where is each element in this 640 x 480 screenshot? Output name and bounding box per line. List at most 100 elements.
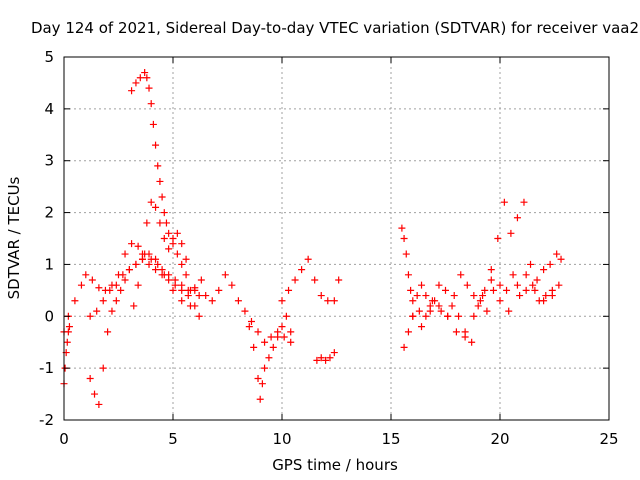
data-point	[261, 338, 269, 346]
data-point	[500, 198, 508, 206]
data-point	[533, 276, 541, 284]
series-g	[202, 271, 295, 346]
data-point	[162, 219, 170, 227]
data-point	[282, 312, 290, 320]
data-point	[548, 292, 556, 300]
data-point	[63, 338, 71, 346]
data-point	[265, 354, 273, 362]
series-m	[409, 271, 556, 341]
data-point	[65, 323, 73, 331]
data-point	[313, 356, 321, 364]
data-point	[330, 349, 338, 357]
data-point	[287, 328, 295, 336]
data-point	[298, 266, 306, 274]
data-point	[186, 286, 194, 294]
data-point	[278, 297, 286, 305]
x-tick-label: 15	[381, 430, 400, 448]
x-tick-label: 5	[168, 430, 178, 448]
data-point	[322, 356, 330, 364]
y-tick-label: 3	[44, 152, 54, 170]
x-axis-label: GPS time / hours	[272, 456, 398, 474]
series-f	[130, 198, 190, 310]
data-point	[130, 302, 138, 310]
data-point	[241, 307, 249, 315]
x-tick-label: 25	[599, 430, 618, 448]
data-point	[450, 292, 458, 300]
data-point	[261, 364, 269, 372]
data-point	[145, 84, 153, 92]
series-i	[278, 255, 343, 305]
data-point	[132, 79, 140, 87]
data-point	[463, 281, 471, 289]
data-point	[418, 323, 426, 331]
data-point	[173, 229, 181, 237]
axis-ticks: 0 5 10 15 20 25 -2 -1 0 1 2 3 4 5	[39, 48, 619, 448]
data-point	[254, 375, 262, 383]
data-point	[481, 286, 489, 294]
data-point	[254, 328, 262, 336]
data-point	[483, 307, 491, 315]
data-point	[195, 312, 203, 320]
data-point	[457, 271, 465, 279]
data-point	[173, 250, 181, 258]
data-point	[553, 250, 561, 258]
data-point	[496, 297, 504, 305]
data-point	[86, 375, 94, 383]
data-point	[418, 281, 426, 289]
data-point	[531, 286, 539, 294]
data-point	[285, 286, 293, 294]
data-point	[250, 343, 258, 351]
data-point	[402, 250, 410, 258]
data-point	[125, 266, 133, 274]
plot-frame	[63, 56, 610, 421]
data-point	[496, 281, 504, 289]
data-point	[184, 292, 192, 300]
data-point	[505, 307, 513, 315]
data-point	[93, 307, 101, 315]
data-point	[398, 224, 406, 232]
data-point	[494, 235, 502, 242]
data-point	[88, 276, 96, 284]
y-tick-label: -1	[39, 359, 54, 377]
data-point	[422, 292, 430, 300]
data-point	[452, 328, 460, 336]
data-point	[145, 250, 153, 258]
y-tick-label: 2	[44, 204, 54, 222]
data-point	[404, 271, 412, 279]
data-point	[158, 193, 166, 201]
data-point	[317, 292, 325, 300]
data-point	[540, 297, 548, 305]
data-point	[117, 286, 125, 294]
data-point	[470, 312, 478, 320]
data-point	[426, 307, 434, 315]
y-tick-label: 0	[44, 307, 54, 325]
data-point	[160, 209, 168, 217]
data-point	[165, 245, 173, 253]
data-point	[415, 307, 423, 315]
data-point	[431, 297, 439, 305]
data-point	[64, 328, 72, 336]
data-point	[400, 235, 408, 242]
data-point	[247, 317, 255, 325]
data-point	[274, 333, 282, 341]
data-point	[182, 255, 190, 263]
y-tick-label: 4	[44, 100, 54, 118]
data-point	[503, 286, 511, 294]
y-tick-label: -2	[39, 411, 54, 429]
series-k	[398, 198, 565, 346]
data-point	[99, 297, 107, 305]
data-point	[527, 260, 535, 268]
data-point	[195, 292, 203, 300]
data-point	[134, 281, 142, 289]
data-point	[165, 229, 173, 237]
data-point	[145, 260, 153, 268]
data-point	[221, 271, 229, 279]
data-point	[108, 307, 116, 315]
data-point	[330, 297, 338, 305]
data-point	[160, 235, 168, 242]
data-point	[228, 281, 236, 289]
data-point	[86, 312, 94, 320]
data-point	[324, 297, 332, 305]
data-point	[169, 235, 177, 242]
data-points	[60, 69, 565, 408]
